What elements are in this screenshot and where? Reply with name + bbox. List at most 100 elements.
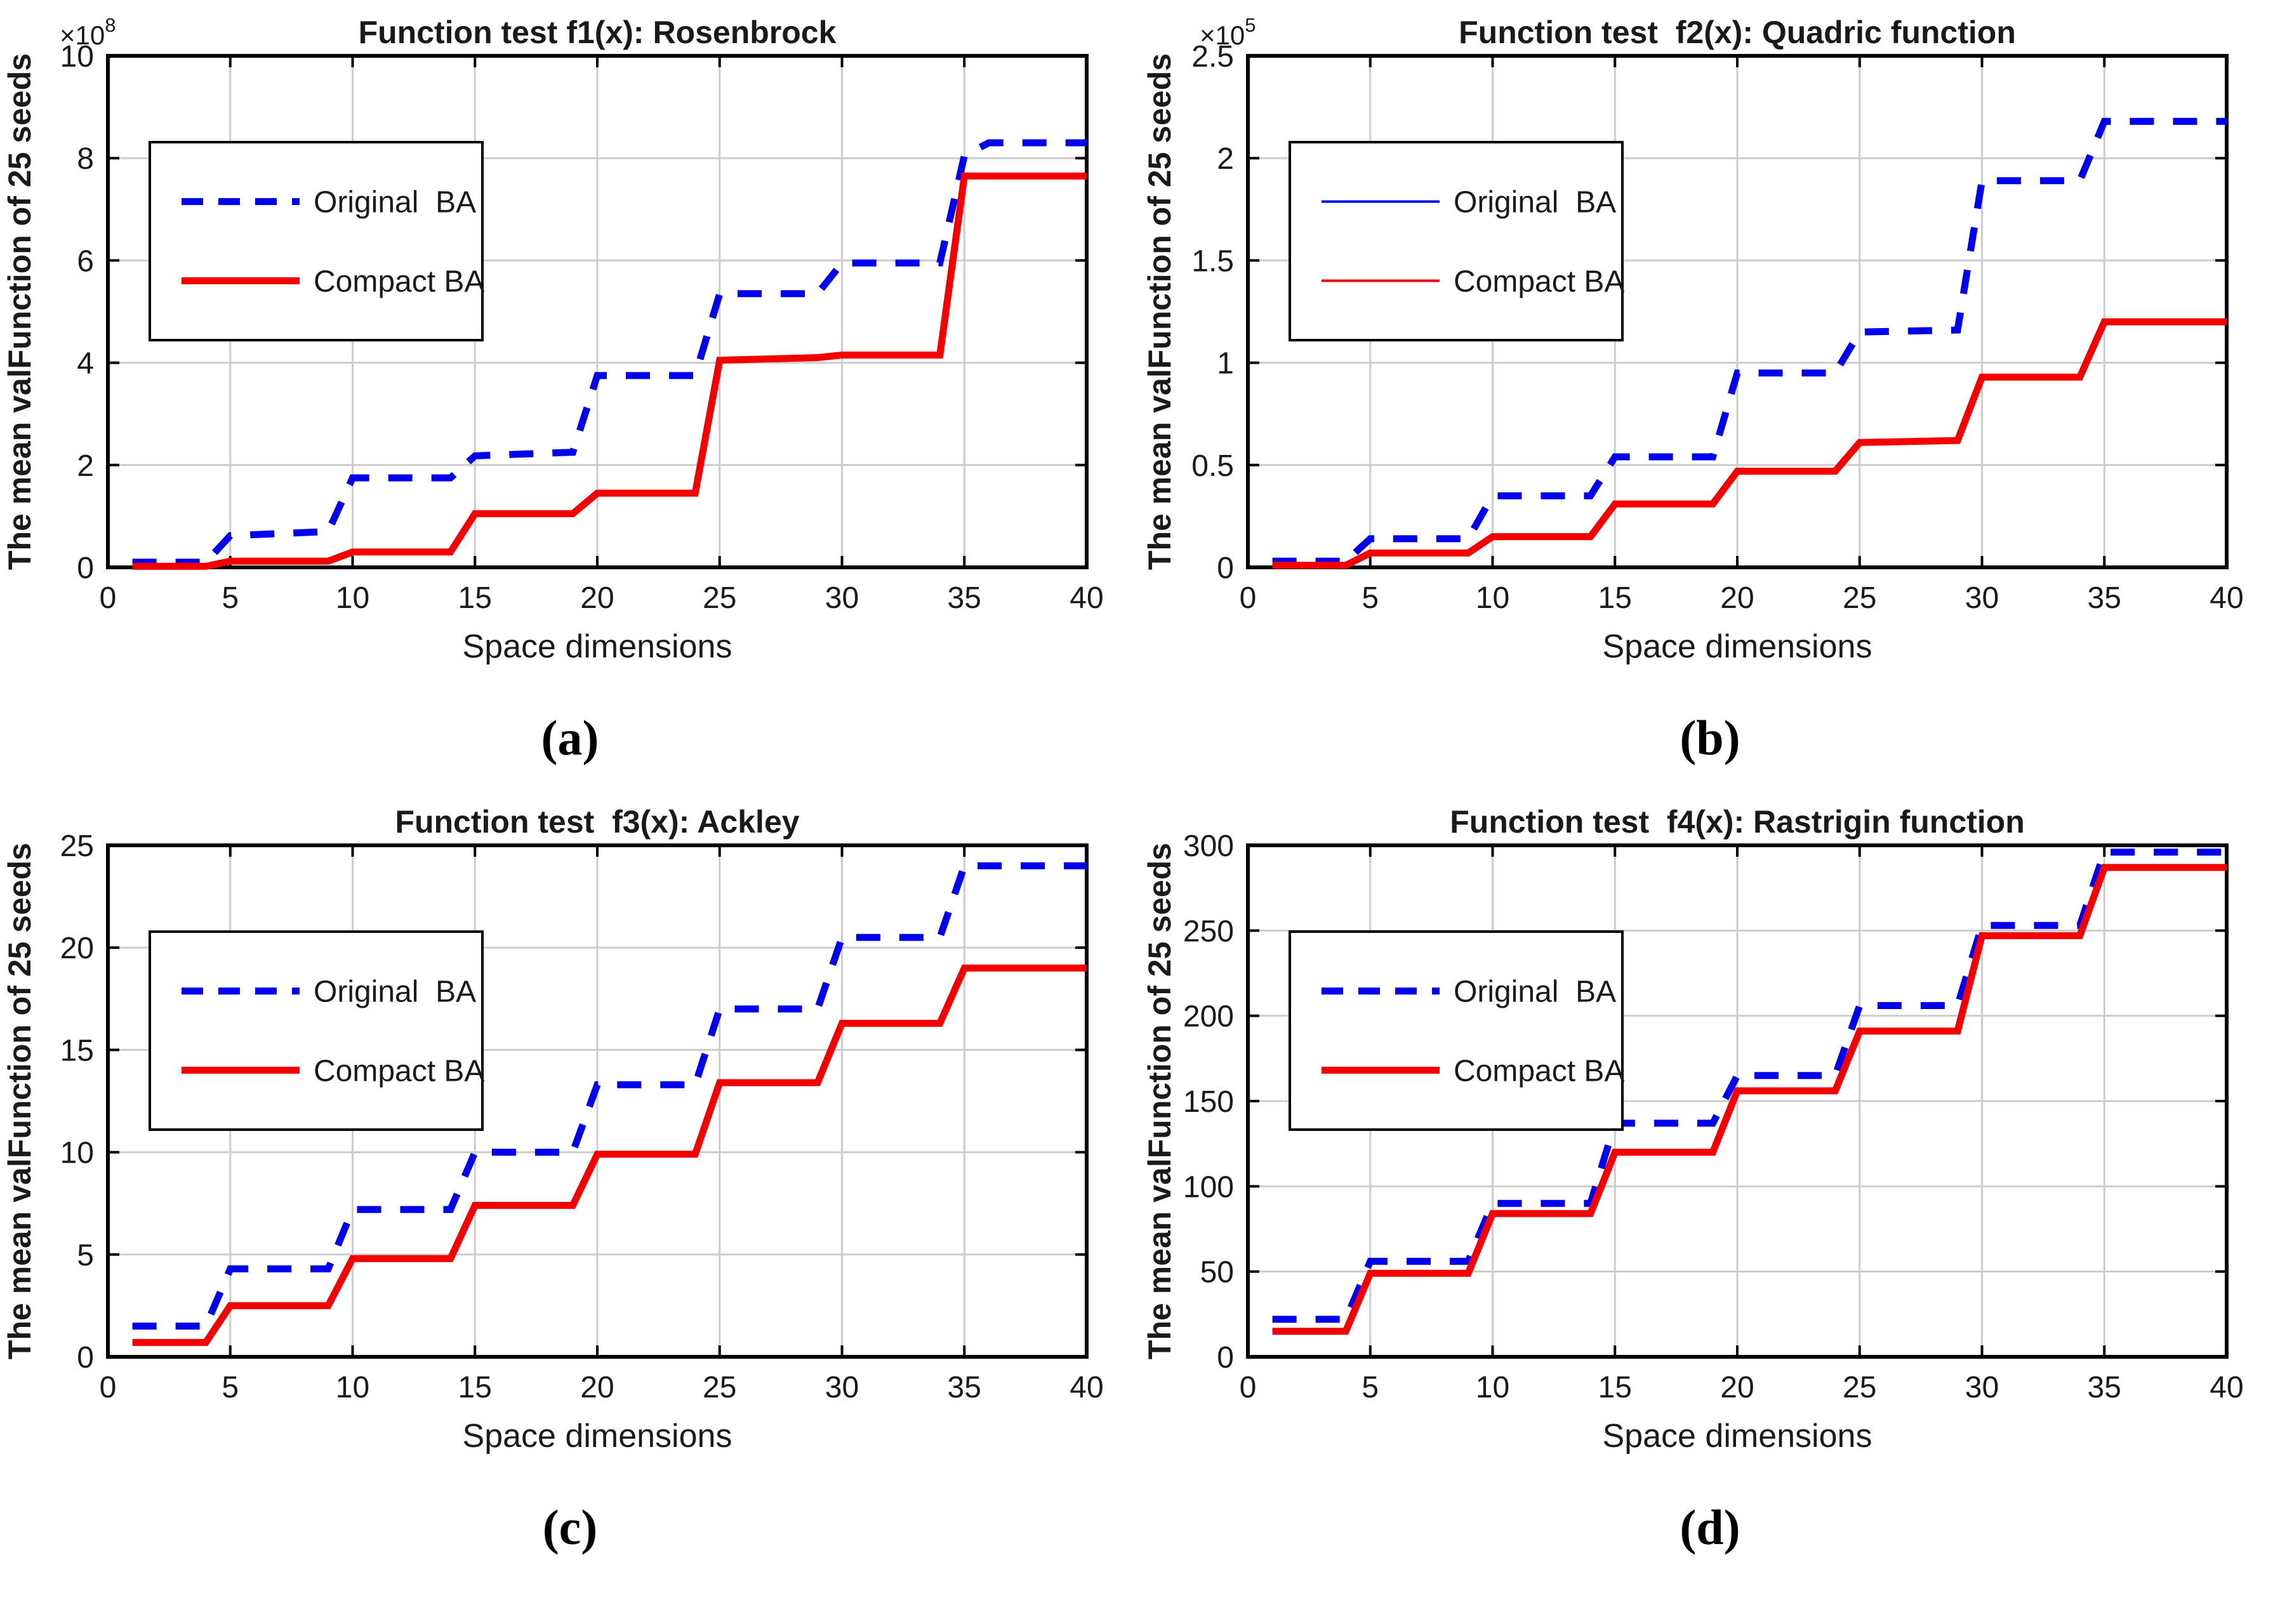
- y-tick-label: 4: [77, 347, 94, 381]
- chart-quadric: Function test f2(x): Quadric function ×10…: [1140, 17, 2280, 670]
- x-tick-label: 25: [703, 581, 736, 615]
- y-tick-label: 200: [1183, 1000, 1234, 1034]
- x-axis-label: Space dimensions: [463, 1418, 732, 1455]
- x-tick-label: 15: [458, 1371, 492, 1404]
- x-tick-label: 15: [458, 581, 492, 615]
- series-line-original-ba: [1272, 848, 2227, 1323]
- legend-box: [149, 930, 484, 1131]
- legend-entry-label: Compact BA: [314, 1054, 484, 1088]
- x-tick-label: 20: [580, 581, 614, 615]
- x-tick-label: 40: [1070, 581, 1103, 615]
- legend-entry-label: Original BA: [1454, 186, 1616, 220]
- x-tick-label: 35: [948, 1371, 981, 1404]
- legend-entry-label: Original BA: [314, 975, 476, 1009]
- series-line-original-ba: [1272, 117, 2227, 565]
- x-tick-label: 5: [1362, 1371, 1379, 1404]
- legend-box: [149, 141, 484, 341]
- x-tick-label: 25: [1843, 581, 1876, 615]
- series-line-compact-ba: [1272, 864, 2227, 1335]
- y-tick-label: 25: [60, 829, 94, 863]
- x-tick-label: 30: [1965, 1371, 1999, 1404]
- y-tick-label: 6: [77, 244, 94, 278]
- x-tick-label: 35: [948, 581, 981, 615]
- x-tick-label: 10: [1476, 1371, 1509, 1404]
- series-line-original-ba: [132, 139, 1087, 566]
- y-tick-label: 0: [77, 1341, 94, 1375]
- caption-d: (d): [1680, 1500, 1740, 1555]
- y-axis-label: The mean valFunction of 25 seeds: [2, 843, 37, 1359]
- y-tick-label: 0: [1217, 551, 1234, 585]
- y-tick-label: 100: [1183, 1170, 1234, 1204]
- chart-c-svg: Function test f3(x): Ackley 0 5 10 15 20 25 30 3…: [2, 806, 1104, 1455]
- x-tick-label: 10: [1476, 581, 1509, 615]
- y-tick-label: 1.5: [1191, 244, 1234, 278]
- caption-b: (b): [1680, 710, 1740, 765]
- x-axis-label: Space dimensions: [463, 628, 732, 665]
- y-tick-label: 0.5: [1191, 449, 1234, 483]
- x-tick-label: 0: [100, 1371, 117, 1404]
- series-line-compact-ba: [132, 964, 1087, 1346]
- caption-c: (c): [542, 1500, 598, 1555]
- series-line-original-ba: [132, 862, 1087, 1330]
- x-tick-label: 10: [336, 1371, 369, 1404]
- x-tick-label: 0: [1240, 1371, 1257, 1404]
- x-tick-label: 15: [1598, 581, 1632, 615]
- chart-b-svg: Function test f2(x): Quadric function ×10…: [1142, 17, 2244, 665]
- y-tick-label: 250: [1183, 914, 1234, 948]
- y-tick-label: 0: [77, 551, 94, 585]
- y-axis-label: The mean valFunction of 25 seeds: [2, 53, 37, 570]
- x-tick-label: 5: [222, 1371, 239, 1404]
- x-tick-label: 40: [2210, 581, 2243, 615]
- x-tick-label: 40: [1070, 1371, 1103, 1404]
- chart-rosenbrock: Function test f1(x): Rosenbrock ×108 0 5 10 1…: [0, 17, 1140, 670]
- chart-title: Function test f1(x): Rosenbrock: [359, 17, 837, 50]
- y-axis-exponent-label: ×105: [1200, 17, 1256, 50]
- y-tick-label: 2.5: [1191, 40, 1234, 74]
- caption-a: (a): [541, 710, 599, 765]
- chart-a-svg: Function test f1(x): Rosenbrock ×108 0 5 10 1…: [2, 17, 1104, 665]
- chart-title: Function test f3(x): Ackley: [395, 806, 799, 840]
- x-tick-label: 5: [222, 581, 239, 615]
- x-tick-label: 30: [825, 581, 859, 615]
- y-tick-label: 300: [1183, 829, 1234, 863]
- x-tick-label: 0: [100, 581, 117, 615]
- x-axis-label: Space dimensions: [1603, 628, 1872, 665]
- series-line-compact-ba: [1272, 318, 2227, 569]
- y-tick-label: 150: [1183, 1085, 1234, 1119]
- y-tick-label: 0: [1217, 1341, 1234, 1375]
- x-tick-label: 35: [2088, 581, 2121, 615]
- x-tick-label: 40: [2210, 1371, 2243, 1404]
- x-tick-label: 10: [336, 581, 369, 615]
- x-tick-label: 30: [1965, 581, 1999, 615]
- x-tick-label: 20: [580, 1371, 614, 1404]
- x-tick-label: 30: [825, 1371, 859, 1404]
- y-axis-label: The mean valFunction of 25 seeds: [1142, 53, 1177, 570]
- y-tick-label: 1: [1217, 347, 1234, 381]
- x-tick-label: 0: [1240, 581, 1257, 615]
- x-axis-label: Space dimensions: [1603, 1418, 1872, 1455]
- x-tick-label: 5: [1362, 581, 1379, 615]
- y-tick-label: 8: [77, 142, 94, 176]
- x-tick-label: 25: [703, 1371, 736, 1404]
- x-tick-label: 35: [2088, 1371, 2121, 1404]
- chart-title: Function test f2(x): Quadric function: [1459, 17, 2016, 50]
- legend-entry-label: Compact BA: [1454, 265, 1624, 298]
- legend-entry-label: Compact BA: [1454, 1054, 1624, 1088]
- x-tick-label: 20: [1720, 581, 1754, 615]
- y-tick-label: 50: [1200, 1256, 1234, 1290]
- chart-ackley: Function test f3(x): Ackley 0 5 10 15 20 25 30 3…: [0, 806, 1140, 1460]
- y-tick-label: 2: [1217, 142, 1234, 176]
- y-tick-label: 5: [77, 1239, 94, 1272]
- legend-entry-label: Original BA: [314, 186, 476, 220]
- y-tick-label: 2: [77, 449, 94, 483]
- x-tick-label: 25: [1843, 1371, 1876, 1404]
- y-axis-exponent-label: ×108: [60, 17, 116, 50]
- legend-entry-label: Compact BA: [314, 265, 484, 298]
- chart-title: Function test f4(x): Rastrigin function: [1450, 806, 2025, 840]
- chart-rastrigin: Function test f4(x): Rastrigin function 0…: [1140, 806, 2280, 1460]
- y-tick-label: 10: [60, 1137, 94, 1170]
- legend-box: [1289, 930, 1624, 1131]
- y-tick-label: 15: [60, 1034, 94, 1067]
- y-tick-label: 10: [60, 40, 94, 74]
